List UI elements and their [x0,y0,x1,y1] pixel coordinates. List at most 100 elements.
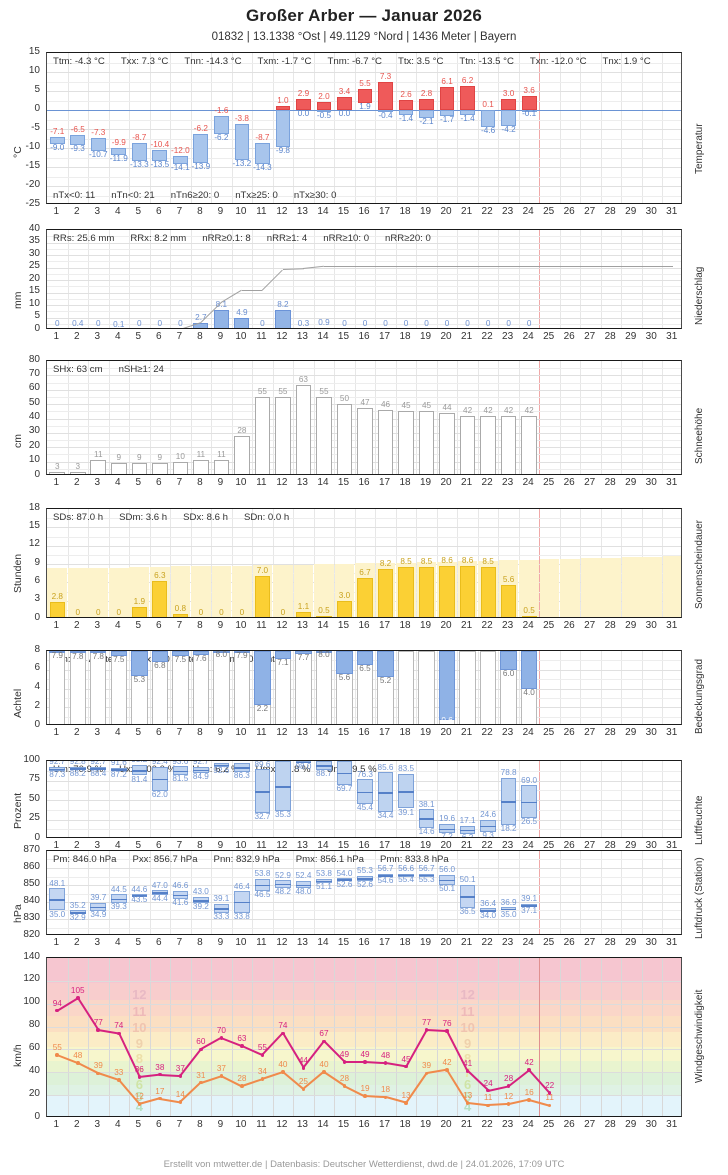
gridline-horizontal [47,390,681,391]
y-axis-tick-label: 140 [23,950,40,962]
x-axis-tick-label: 5 [135,1119,142,1130]
x-axis-tick-label: 20 [440,477,452,488]
stat-item: nTx≥30: 0 [293,190,337,201]
snow-bar [377,409,394,474]
x-axis-tick-label: 9 [217,331,224,342]
x-axis-snowdepth: 1 2 3 4 5 6 7 8 9 10 11 12 13 14 15 16 17 18 19 20 21 22 23 24 2… [46,477,682,493]
sunshine-label: 0 [198,608,204,617]
x-axis-tick-label: 27 [584,620,596,631]
pressure-mean-line [439,879,455,882]
x-axis-tick-label: 8 [197,620,203,631]
future-date-marker [539,361,540,474]
temp-min-label: -0.5 [316,110,331,120]
temp-max-label: -7.1 [50,126,65,136]
humidity-max-label: 92.7 [90,760,107,767]
wind-gust-label: 49 [360,1050,370,1059]
gridline-vertical [601,851,602,934]
panel-title-pressure: Luftdruck (Station) [694,856,705,939]
x-axis-tick-label: 31 [666,937,678,948]
stat-item: nTn<0: 21 [111,190,155,201]
sunshine-label: 8.5 [420,557,433,567]
wind-gust-point [55,1008,60,1013]
stat-item: SDs: 87.0 h [53,512,104,523]
gridline-vertical [662,230,663,328]
humidity-min-label: 92.6 [213,765,230,775]
wind-gust-point [96,1028,101,1032]
future-date-marker [539,230,540,328]
gridline-vertical [662,53,663,203]
humidity-max-label: 24.6 [480,810,497,820]
x-axis-tick-label: 10 [235,477,247,488]
pressure-mean-line [459,896,476,898]
x-axis-tick-label: 24 [522,840,534,851]
wind-mean-label: 28 [339,1074,350,1083]
y-axis-tick-label: 870 [23,843,40,855]
y-axis-tick-label: 8 [34,643,40,655]
x-axis-tick-label: 18 [399,1119,411,1130]
snow-label: 11 [94,450,103,460]
x-axis-tick-label: 18 [399,727,411,738]
gridline-vertical [519,851,520,934]
gridline-horizontal-minor [47,928,681,929]
snow-bar [459,415,476,474]
gridline-vertical [560,761,561,837]
temp-min-label: -10.7 [88,149,108,159]
gridline-vertical [109,230,110,328]
gridline-vertical [621,761,622,837]
gridline-vertical [252,361,253,474]
gridline-horizontal [47,375,681,376]
gridline-vertical [621,361,622,474]
x-axis-tick-label: 22 [481,727,493,738]
gridline-vertical [375,361,376,474]
panel-title-temperature: Temperatur [694,123,705,174]
wind-gust-label: 94 [52,998,62,1008]
daylight-background [662,556,681,617]
snow-bar [480,415,496,474]
x-axis-tick-label: 6 [156,331,162,342]
gridline-vertical [375,651,376,724]
daylight-background [314,564,334,617]
pressure-mean-line [500,908,517,911]
wind-gust-point [342,1060,347,1064]
sunshine-label: 0.5 [318,605,330,615]
x-axis-tick-label: 3 [94,620,101,631]
stat-item: Txx: 7.3 °C [120,56,169,67]
cloud-label: 0.0 [461,716,474,725]
humidity-range-box [131,764,148,776]
temp-max-label: -8.7 [255,133,270,143]
beaufort-band [47,958,681,984]
gridline-vertical [621,651,622,724]
gridline-vertical [437,651,438,724]
snow-bar [398,411,414,474]
humidity-range-box [152,766,168,791]
stat-item: nRR≥10: 0 [323,233,370,244]
wind-mean-label: 40 [278,1060,288,1070]
wind-mean-point [219,1073,224,1078]
pressure-mean-line [152,892,168,894]
temp-max-label: -10.4 [150,139,170,149]
gridline-vertical [457,761,458,837]
sunshine-bar [459,566,476,617]
humidity-min-label: 62.0 [151,789,168,799]
wind-mean-point [527,1097,531,1102]
daylight-background [293,564,314,617]
snow-bar [172,461,189,474]
wind-gust-point [404,1064,408,1069]
gridline-vertical [457,361,458,474]
x-axis-tick-label: 17 [378,620,391,631]
panel-cloudcover: Nm: 5.4 AchtelNmx: 8.0 AchtelNmn: 0.0 Ac… [46,650,682,725]
sunshine-label: 0 [219,608,224,617]
x-axis-tick-label: 23 [502,620,514,631]
wind-mean-label: 55 [52,1043,62,1053]
x-axis-tick-label: 13 [296,840,308,851]
humidity-max-label: 92.7 [49,760,66,767]
x-axis-tick-label: 23 [502,937,514,948]
cloud-fill [274,651,292,660]
wind-gust-point [219,1036,224,1040]
gridline-vertical [560,53,561,203]
cloud-label: 7.8 [92,651,104,661]
wind-mean-point [260,1077,265,1081]
y-axis-tick-label: 840 [23,894,40,906]
pressure-max-label: 36.9 [500,897,517,907]
gridline-vertical [416,651,417,724]
